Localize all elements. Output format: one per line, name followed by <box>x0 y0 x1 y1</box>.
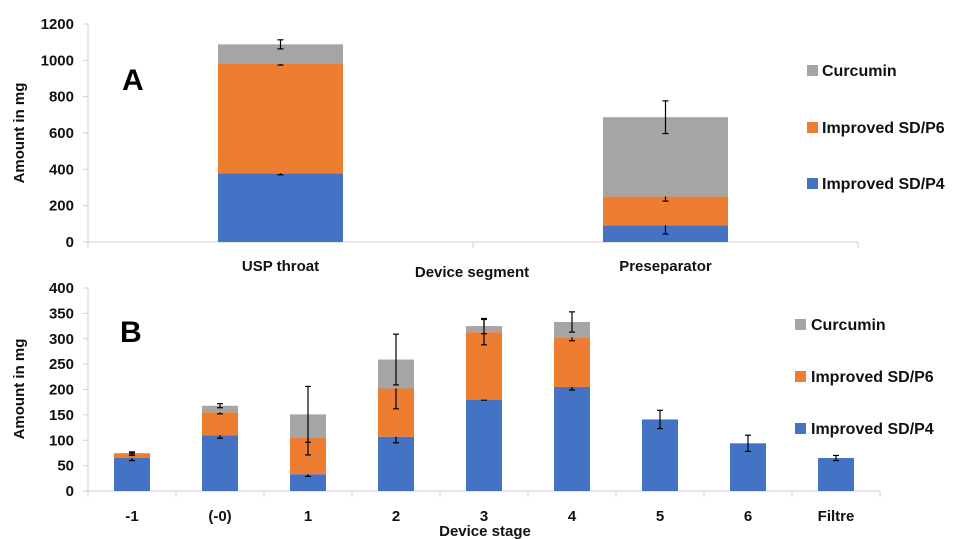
error-bar <box>217 403 223 409</box>
y-tick-label: 100 <box>49 432 74 449</box>
x-tick-label: 2 <box>392 508 400 525</box>
y-tick-label: 400 <box>49 280 74 297</box>
error-bar <box>662 100 669 135</box>
bar-improved-sd-p6-5 <box>554 337 590 387</box>
bar-improved-sd-p4-4 <box>466 399 502 491</box>
error-bar <box>569 311 575 333</box>
legend-swatch <box>807 122 818 133</box>
y-tick-label: 800 <box>49 89 74 106</box>
y-tick-label: 50 <box>57 458 74 475</box>
x-tick-label: 4 <box>568 508 577 525</box>
x-tick-label: Filtre <box>818 508 855 525</box>
y-tick-label: 0 <box>66 234 74 251</box>
x-tick-label: 1 <box>304 508 312 525</box>
legend-swatch <box>795 371 806 382</box>
x-tick-label: -1 <box>125 508 138 525</box>
bar-curcumin-0 <box>218 44 343 64</box>
legend-swatch <box>807 178 818 189</box>
legend-label: Improved SD/P4 <box>811 421 934 438</box>
error-bar <box>129 451 135 455</box>
y-tick-label: 150 <box>49 407 74 424</box>
error-bar <box>745 434 751 453</box>
bar-improved-sd-p4-3 <box>378 436 414 491</box>
bar-improved-sd-p4-6 <box>642 419 678 491</box>
bar-improved-sd-p4-1 <box>202 435 238 491</box>
x-tick-label: Preseparator <box>619 258 712 275</box>
panel-b-chart: 0 50 100 150 200 250 300 350 400 -1 (-0) 1 2 3 4 5 6 Filt… <box>11 280 934 539</box>
x-axis-title: Device stage <box>439 523 531 539</box>
y-tick-label: 300 <box>49 331 74 348</box>
legend-label: Improved SD/P4 <box>822 176 945 193</box>
panel-label: A <box>122 64 144 97</box>
legend-swatch <box>795 423 806 434</box>
error-bar <box>833 454 839 462</box>
bar-improved-sd-p4-0 <box>114 458 150 491</box>
bar-improved-sd-p4-5 <box>554 386 590 491</box>
legend-swatch <box>807 65 818 76</box>
legend-label: Curcumin <box>822 63 897 80</box>
y-tick-label: 0 <box>66 483 74 500</box>
x-tick-label: 5 <box>656 508 664 525</box>
panel-a-chart: 0 200 400 600 800 1000 1200 USP throat Presepara… <box>11 16 945 281</box>
error-bar <box>393 333 399 386</box>
x-tick-label: 6 <box>744 508 752 525</box>
y-tick-label: 200 <box>49 382 74 399</box>
x-tick-label: (-0) <box>208 508 231 525</box>
y-tick-label: 600 <box>49 125 74 142</box>
legend-label: Improved SD/P6 <box>822 120 945 137</box>
bar-curcumin-1 <box>202 405 238 413</box>
legend: Curcumin Improved SD/P6 Improved SD/P4 <box>807 63 945 193</box>
y-tick-label: 250 <box>49 356 74 373</box>
legend-label: Curcumin <box>811 317 886 334</box>
bar-improved-sd-p6-1 <box>202 412 238 436</box>
x-tick-label: 3 <box>480 508 488 525</box>
y-tick-label: 350 <box>49 305 74 322</box>
y-axis-title: Amount in mg <box>11 339 28 440</box>
x-tick-label: USP throat <box>242 258 319 275</box>
y-axis-title: Amount in mg <box>11 83 28 184</box>
bar-improved-sd-p4-0 <box>218 173 343 242</box>
y-tick-label: 400 <box>49 161 74 178</box>
y-tick-label: 1200 <box>41 16 74 33</box>
bar-improved-sd-p4-8 <box>818 458 854 491</box>
legend-label: Improved SD/P6 <box>811 369 934 386</box>
error-bar <box>657 409 663 430</box>
panel-label: B <box>120 316 142 349</box>
bar-improved-sd-p4-2 <box>290 474 326 491</box>
x-axis-title: Device segment <box>415 264 529 281</box>
error-bar <box>481 317 487 335</box>
legend: Curcumin Improved SD/P6 Improved SD/P4 <box>795 317 934 438</box>
y-tick-label: 200 <box>49 198 74 215</box>
legend-swatch <box>795 319 806 330</box>
y-tick-label: 1000 <box>41 52 74 69</box>
bar-improved-sd-p6-0 <box>218 63 343 174</box>
error-bar <box>277 39 284 50</box>
error-bar <box>305 385 311 443</box>
